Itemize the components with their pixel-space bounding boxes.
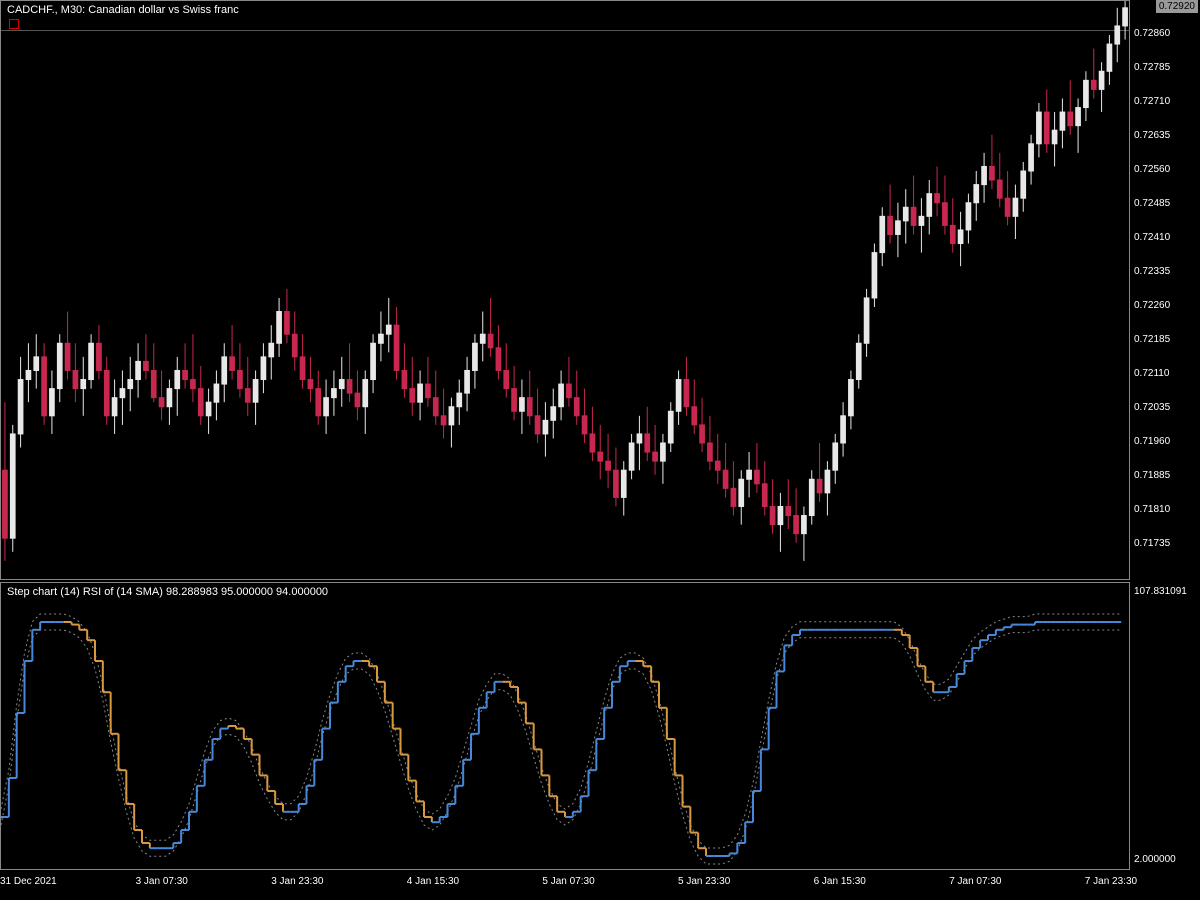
price-tick: 0.72035 [1134,402,1170,413]
current-price-badge: 0.72920 [1156,0,1198,13]
time-tick: 3 Jan 07:30 [136,876,188,887]
indicator-title: Step chart (14) RSI of (14 SMA) 98.28898… [7,586,328,598]
price-tick: 0.72635 [1134,130,1170,141]
price-axis: 0.71735 0.71810 0.71885 0.71960 0.72035 0.721… [1130,0,1200,580]
time-tick: 3 Jan 23:30 [271,876,323,887]
price-tick: 0.72485 [1134,198,1170,209]
time-tick: 7 Jan 07:30 [949,876,1001,887]
price-tick: 0.72560 [1134,164,1170,175]
price-tick: 0.72185 [1134,334,1170,345]
price-tick: 0.71810 [1134,504,1170,515]
price-tick: 0.72710 [1134,96,1170,107]
indicator-tick: 107.831091 [1134,586,1187,597]
price-tick: 0.72335 [1134,266,1170,277]
indicator-tick: 2.000000 [1134,854,1176,865]
candlestick-svg [1,1,1129,579]
indicator-panel[interactable]: Step chart (14) RSI of (14 SMA) 98.28898… [0,582,1130,870]
trading-chart-container: CADCHF., M30: Canadian dollar vs Swiss f… [0,0,1200,900]
time-tick: 7 Jan 23:30 [1085,876,1137,887]
price-tick: 0.71960 [1134,436,1170,447]
price-tick: 0.72410 [1134,232,1170,243]
time-tick: 6 Jan 15:30 [814,876,866,887]
price-chart-panel[interactable]: CADCHF., M30: Canadian dollar vs Swiss f… [0,0,1130,580]
time-tick: 4 Jan 15:30 [407,876,459,887]
chart-title: CADCHF., M30: Canadian dollar vs Swiss f… [7,4,239,16]
price-tick: 0.71735 [1134,538,1170,549]
time-tick: 5 Jan 23:30 [678,876,730,887]
price-tick: 0.71885 [1134,470,1170,481]
time-axis: 31 Dec 2021 3 Jan 07:30 3 Jan 23:30 4 Jan 1… [0,870,1200,900]
price-tick: 0.72110 [1134,368,1169,379]
price-tick: 0.72860 [1134,28,1170,39]
time-tick: 31 Dec 2021 [0,876,57,887]
price-tick: 0.72260 [1134,300,1170,311]
price-tick: 0.72785 [1134,62,1170,73]
indicator-axis: 107.831091 2.000000 [1130,582,1200,870]
indicator-svg [1,583,1129,869]
time-tick: 5 Jan 07:30 [542,876,594,887]
